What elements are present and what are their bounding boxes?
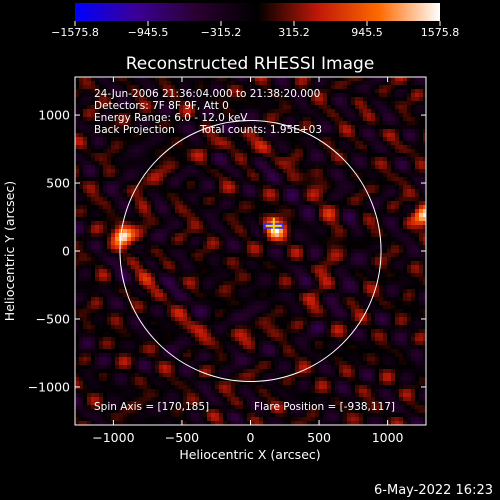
- colorbar: −1575.8 −945.5 −315.2 315.2 945.5 1575.8: [51, 3, 459, 39]
- y-axis-label: Heliocentric Y (arcsec): [2, 181, 17, 321]
- plot-area: −1000 −500 0 500 1000 −1000 −500 0 500 1000 24-J…: [28, 76, 427, 445]
- x-axis-label: Heliocentric X (arcsec): [179, 447, 320, 462]
- x-tick-label: 0: [247, 430, 255, 445]
- x-axis-ticks: −1000 −500 0 500 1000: [92, 77, 404, 445]
- solar-limb-circle: [119, 119, 382, 383]
- energy-range-label: Energy Range: 6.0 - 12.0 keV: [94, 112, 248, 124]
- time-range-label: 24-Jun-2006 21:36:04.000 to 21:38:20.000: [94, 88, 320, 100]
- colorbar-tick-label: −945.5: [128, 26, 169, 39]
- colorbar-tick-label: 315.2: [278, 26, 310, 39]
- x-tick-label: −1000: [92, 430, 134, 445]
- flare-marker: [263, 217, 284, 234]
- total-counts-label: Total counts: 1.95E+03: [199, 124, 322, 136]
- heatmap-cells: [75, 77, 426, 425]
- y-tick-label: −500: [36, 311, 70, 326]
- chart-title: Reconstructed RHESSI Image: [126, 54, 375, 74]
- colorbar-tick-label: −315.2: [201, 26, 242, 39]
- colorbar-tick-label: −1575.8: [51, 26, 99, 39]
- x-tick-label: 1000: [372, 430, 404, 445]
- y-tick-label: 0: [62, 244, 70, 259]
- x-tick-label: −500: [165, 430, 199, 445]
- y-axis-ticks: −1000 −500 0 500 1000: [28, 108, 426, 394]
- flare-position-label: Flare Position = [-938,117]: [254, 401, 395, 413]
- method-label: Back Projection: [94, 124, 175, 136]
- spin-axis-label: Spin Axis = [170,185]: [94, 401, 209, 413]
- y-tick-label: −1000: [28, 379, 70, 394]
- x-tick-label: 500: [307, 430, 331, 445]
- colorbar-tick-label: 1575.8: [421, 26, 460, 39]
- colorbar-tick-label: 945.5: [351, 26, 383, 39]
- y-tick-label: 1000: [38, 108, 70, 123]
- detectors-label: Detectors: 7F 8F 9F, Att 0: [94, 100, 229, 112]
- footer-date: 6-May-2022 16:23: [374, 483, 493, 498]
- colorbar-gradient: [75, 3, 440, 21]
- y-tick-label: 500: [46, 176, 70, 191]
- colorbar-ticks: −1575.8 −945.5 −315.2 315.2 945.5 1575.8: [51, 21, 459, 39]
